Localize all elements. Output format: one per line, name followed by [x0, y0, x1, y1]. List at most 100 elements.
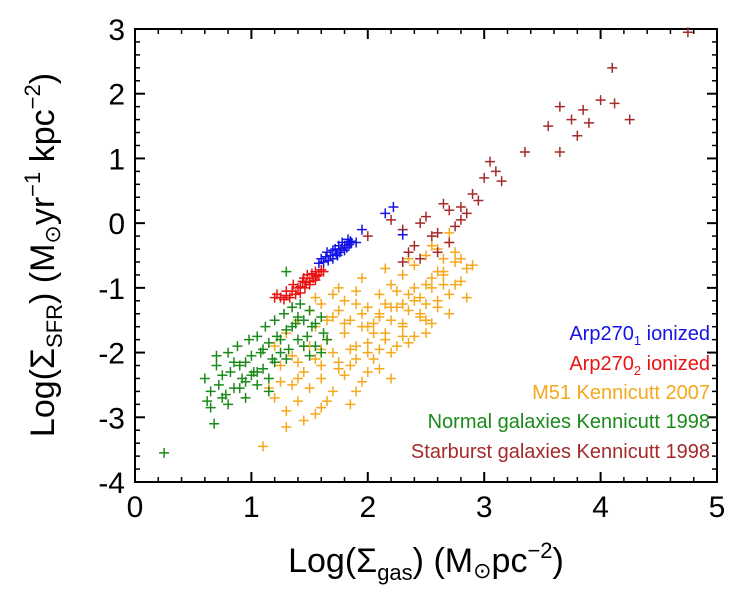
- data-point: [313, 258, 324, 269]
- data-point: [351, 237, 362, 248]
- data-point: [362, 231, 373, 242]
- data-point: [281, 405, 292, 416]
- data-point: [327, 386, 338, 397]
- data-point: [578, 104, 589, 115]
- data-point: [302, 269, 313, 280]
- x-tick-label: 5: [709, 491, 726, 524]
- axis-ticks: [134, 28, 718, 483]
- data-point: [333, 357, 344, 368]
- data-point: [339, 295, 350, 306]
- data-point: [211, 360, 222, 371]
- data-point: [455, 253, 466, 264]
- y-tick-label: -3: [98, 402, 125, 435]
- data-point: [316, 264, 327, 275]
- data-point: [397, 256, 408, 267]
- data-point: [432, 247, 443, 258]
- data-point: [403, 305, 414, 316]
- data-point: [269, 341, 280, 352]
- data-point: [275, 376, 286, 387]
- data-point: [327, 289, 338, 300]
- data-point: [356, 376, 367, 387]
- data-point: [318, 266, 329, 277]
- data-point: [333, 282, 344, 293]
- data-point: [316, 347, 327, 358]
- data-point: [298, 366, 309, 377]
- data-point: [327, 311, 338, 322]
- data-point: [304, 350, 315, 361]
- data-point: [426, 282, 437, 293]
- data-point: [455, 276, 466, 287]
- data-point: [199, 373, 210, 384]
- data-point: [409, 295, 420, 306]
- data-point: [327, 347, 338, 358]
- data-point: [409, 240, 420, 251]
- data-point: [258, 441, 269, 452]
- data-point: [269, 392, 280, 403]
- y-tick-label: -1: [98, 273, 125, 306]
- data-point: [455, 201, 466, 212]
- data-point: [467, 189, 478, 200]
- data-point: [473, 195, 484, 206]
- data-point: [318, 256, 329, 267]
- data-point: [572, 130, 583, 141]
- data-point: [310, 354, 321, 365]
- data-point: [295, 288, 306, 299]
- data-point: [380, 263, 391, 274]
- data-point: [252, 331, 263, 342]
- series-4: [345, 27, 693, 267]
- data-point: [295, 299, 306, 310]
- data-point: [543, 121, 554, 132]
- data-point: [292, 311, 303, 322]
- data-point: [386, 315, 397, 326]
- data-point: [290, 289, 301, 300]
- x-tick-label: 3: [476, 491, 493, 524]
- data-point: [234, 360, 245, 371]
- series-0: [313, 201, 408, 269]
- data-point: [682, 27, 693, 38]
- data-point: [450, 247, 461, 258]
- legend-entry: Normal galaxies Kennicutt 1998: [428, 411, 710, 433]
- plot-area: [134, 28, 718, 483]
- data-point: [386, 302, 397, 313]
- data-point: [380, 208, 391, 219]
- data-point: [444, 289, 455, 300]
- data-point: [223, 399, 234, 410]
- data-point: [209, 418, 220, 429]
- data-point: [397, 229, 408, 240]
- data-point: [278, 308, 289, 319]
- data-point: [450, 221, 461, 232]
- x-tick-label: 4: [592, 491, 609, 524]
- y-tick-label: -4: [98, 467, 125, 500]
- data-point: [281, 286, 292, 297]
- data-point: [225, 366, 236, 377]
- data-point: [339, 245, 350, 256]
- data-point: [316, 373, 327, 384]
- data-point: [344, 239, 355, 250]
- data-point: [426, 231, 437, 242]
- data-point: [260, 321, 271, 332]
- data-point: [234, 383, 245, 394]
- data-point: [284, 292, 295, 303]
- data-point: [356, 224, 367, 235]
- data-point: [455, 214, 466, 225]
- y-tick-label: 2: [108, 79, 125, 112]
- data-point: [595, 95, 606, 106]
- data-point: [421, 250, 431, 261]
- data-point: [368, 318, 379, 329]
- data-point: [485, 156, 496, 167]
- data-point: [374, 363, 385, 374]
- data-point: [479, 172, 490, 183]
- data-point: [356, 273, 367, 284]
- data-point: [322, 334, 333, 345]
- data-point: [421, 315, 431, 326]
- data-point: [298, 415, 309, 426]
- data-point: [356, 308, 367, 319]
- data-point: [624, 114, 635, 125]
- y-tick-label: 1: [108, 143, 125, 176]
- data-point: [269, 315, 280, 326]
- data-point: [281, 421, 292, 432]
- data-point: [438, 279, 449, 290]
- legend-entry: Arp2702 ionized: [569, 353, 710, 378]
- data-point: [272, 289, 283, 300]
